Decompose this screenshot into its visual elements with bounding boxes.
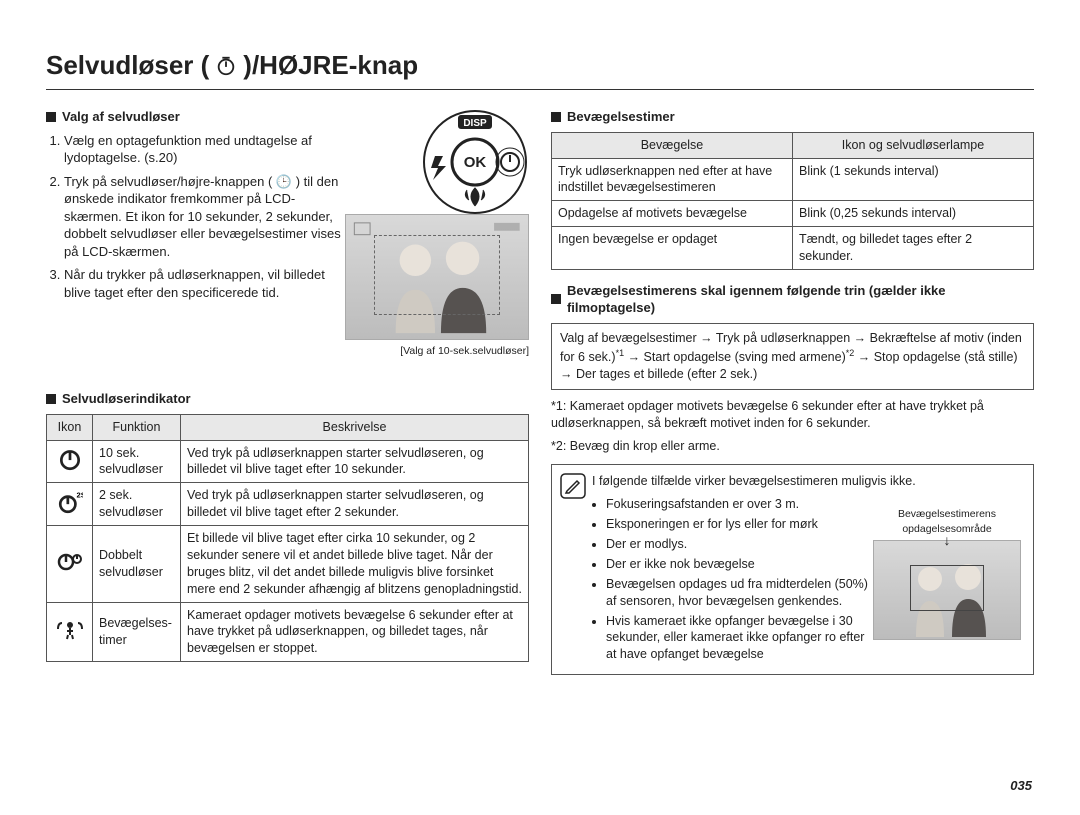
note-item: Fokuseringsafstanden er over 3 m. <box>606 496 874 513</box>
table-row: 2S 2 sek. selvudløser Ved tryk på udløse… <box>47 483 529 526</box>
note-pencil-icon <box>560 473 586 499</box>
note-intro: I følgende tilfælde virker bevægelsestim… <box>592 473 1023 490</box>
motion-table: Bevægelse Ikon og selvudløserlampe Tryk … <box>551 132 1034 270</box>
step-1: Vælg en optagefunktion med undtagelse af… <box>64 132 342 167</box>
focus-frame <box>374 235 500 315</box>
timer-icon <box>215 55 237 77</box>
flow-box: Valg af bevægelsestimer → Tryk på udløse… <box>551 323 1034 390</box>
svg-text:2S: 2S <box>76 490 83 499</box>
dial-top-label: DISP <box>463 118 487 129</box>
heading-valg: Valg af selvudløser <box>46 108 342 126</box>
photo-caption: [Valg af 10-sek.selvudløser] <box>345 344 529 358</box>
steps-list: Vælg en optagefunktion med undtagelse af… <box>64 132 342 302</box>
note-right-block: Bevægelsestimerens opdagelsesområde ↓ <box>873 507 1021 639</box>
note-box: I følgende tilfælde virker bevægelsestim… <box>551 464 1034 675</box>
timer-10s-icon <box>57 446 83 472</box>
note-item: Eksponeringen er for lys eller for mørk <box>606 516 874 533</box>
step-2: Tryk på selvudløser/højre-knappen ( 🕒 ) … <box>64 173 342 261</box>
th-ikon-lampe: Ikon og selvudløserlampe <box>793 132 1034 158</box>
timer-double-icon <box>56 548 84 574</box>
page-number: 035 <box>1010 777 1032 795</box>
table-row: Tryk udløserknappen ned efter at have in… <box>552 158 1034 201</box>
control-dial: OK DISP <box>421 108 529 216</box>
table-row: Opdagelse af motivets bevægelse Blink (0… <box>552 201 1034 227</box>
table-row: Ingen bevægelse er opdaget Tændt, og bil… <box>552 227 1034 270</box>
title-right: )/HØJRE-knap <box>243 48 418 83</box>
dial-center-label: OK <box>464 154 487 171</box>
heading-indikator: Selvudløserindikator <box>46 390 529 408</box>
table-row: 10 sek. selvudløser Ved tryk på udløserk… <box>47 440 529 483</box>
note-item: Bevægelsen opdages ud fra midterdelen (5… <box>606 576 874 610</box>
note-list: Fokuseringsafstanden er over 3 m. Ekspon… <box>594 496 874 663</box>
footnote-1: *1: Kameraet opdager motivets bevægelse … <box>551 398 1034 432</box>
sample-photo <box>345 214 529 340</box>
step-3: Når du trykker på udløserknappen, vil bi… <box>64 266 342 301</box>
indicator-table: Ikon Funktion Beskrivelse 10 sek. selvud… <box>46 414 529 663</box>
footnote-2: *2: Bevæg din krop eller arme. <box>551 438 1034 455</box>
right-column: Bevægelsestimer Bevægelse Ikon og selvud… <box>551 104 1034 675</box>
timer-2s-icon: 2S <box>57 489 83 515</box>
th-bevaegelse: Bevægelse <box>552 132 793 158</box>
detection-area-box <box>910 565 984 611</box>
title-left: Selvudløser ( <box>46 48 209 83</box>
note-item: Der er modlys. <box>606 536 874 553</box>
manual-page: Selvudløser ( )/HØJRE-knap Valg af selvu… <box>0 0 1080 815</box>
note-item: Hvis kameraet ikke opfanger bevægelse i … <box>606 613 874 664</box>
table-row: Dobbelt selvudløser Et billede vil blive… <box>47 526 529 603</box>
heading-bevaegelsestimer: Bevægelsestimer <box>551 108 1034 126</box>
th-ikon: Ikon <box>47 414 93 440</box>
left-column: Valg af selvudløser Vælg en optagefunkti… <box>46 104 529 675</box>
heading-flow: Bevægelsestimerens skal igennem følgende… <box>551 282 1034 317</box>
table-row: Bevægelses-timer Kameraet opdager motive… <box>47 602 529 662</box>
page-title: Selvudløser ( )/HØJRE-knap <box>46 48 1034 90</box>
motion-timer-icon <box>55 617 85 641</box>
th-beskrivelse: Beskrivelse <box>181 414 529 440</box>
mini-photo: ↓ <box>873 540 1021 640</box>
note-item: Der er ikke nok bevægelse <box>606 556 874 573</box>
th-funktion: Funktion <box>93 414 181 440</box>
